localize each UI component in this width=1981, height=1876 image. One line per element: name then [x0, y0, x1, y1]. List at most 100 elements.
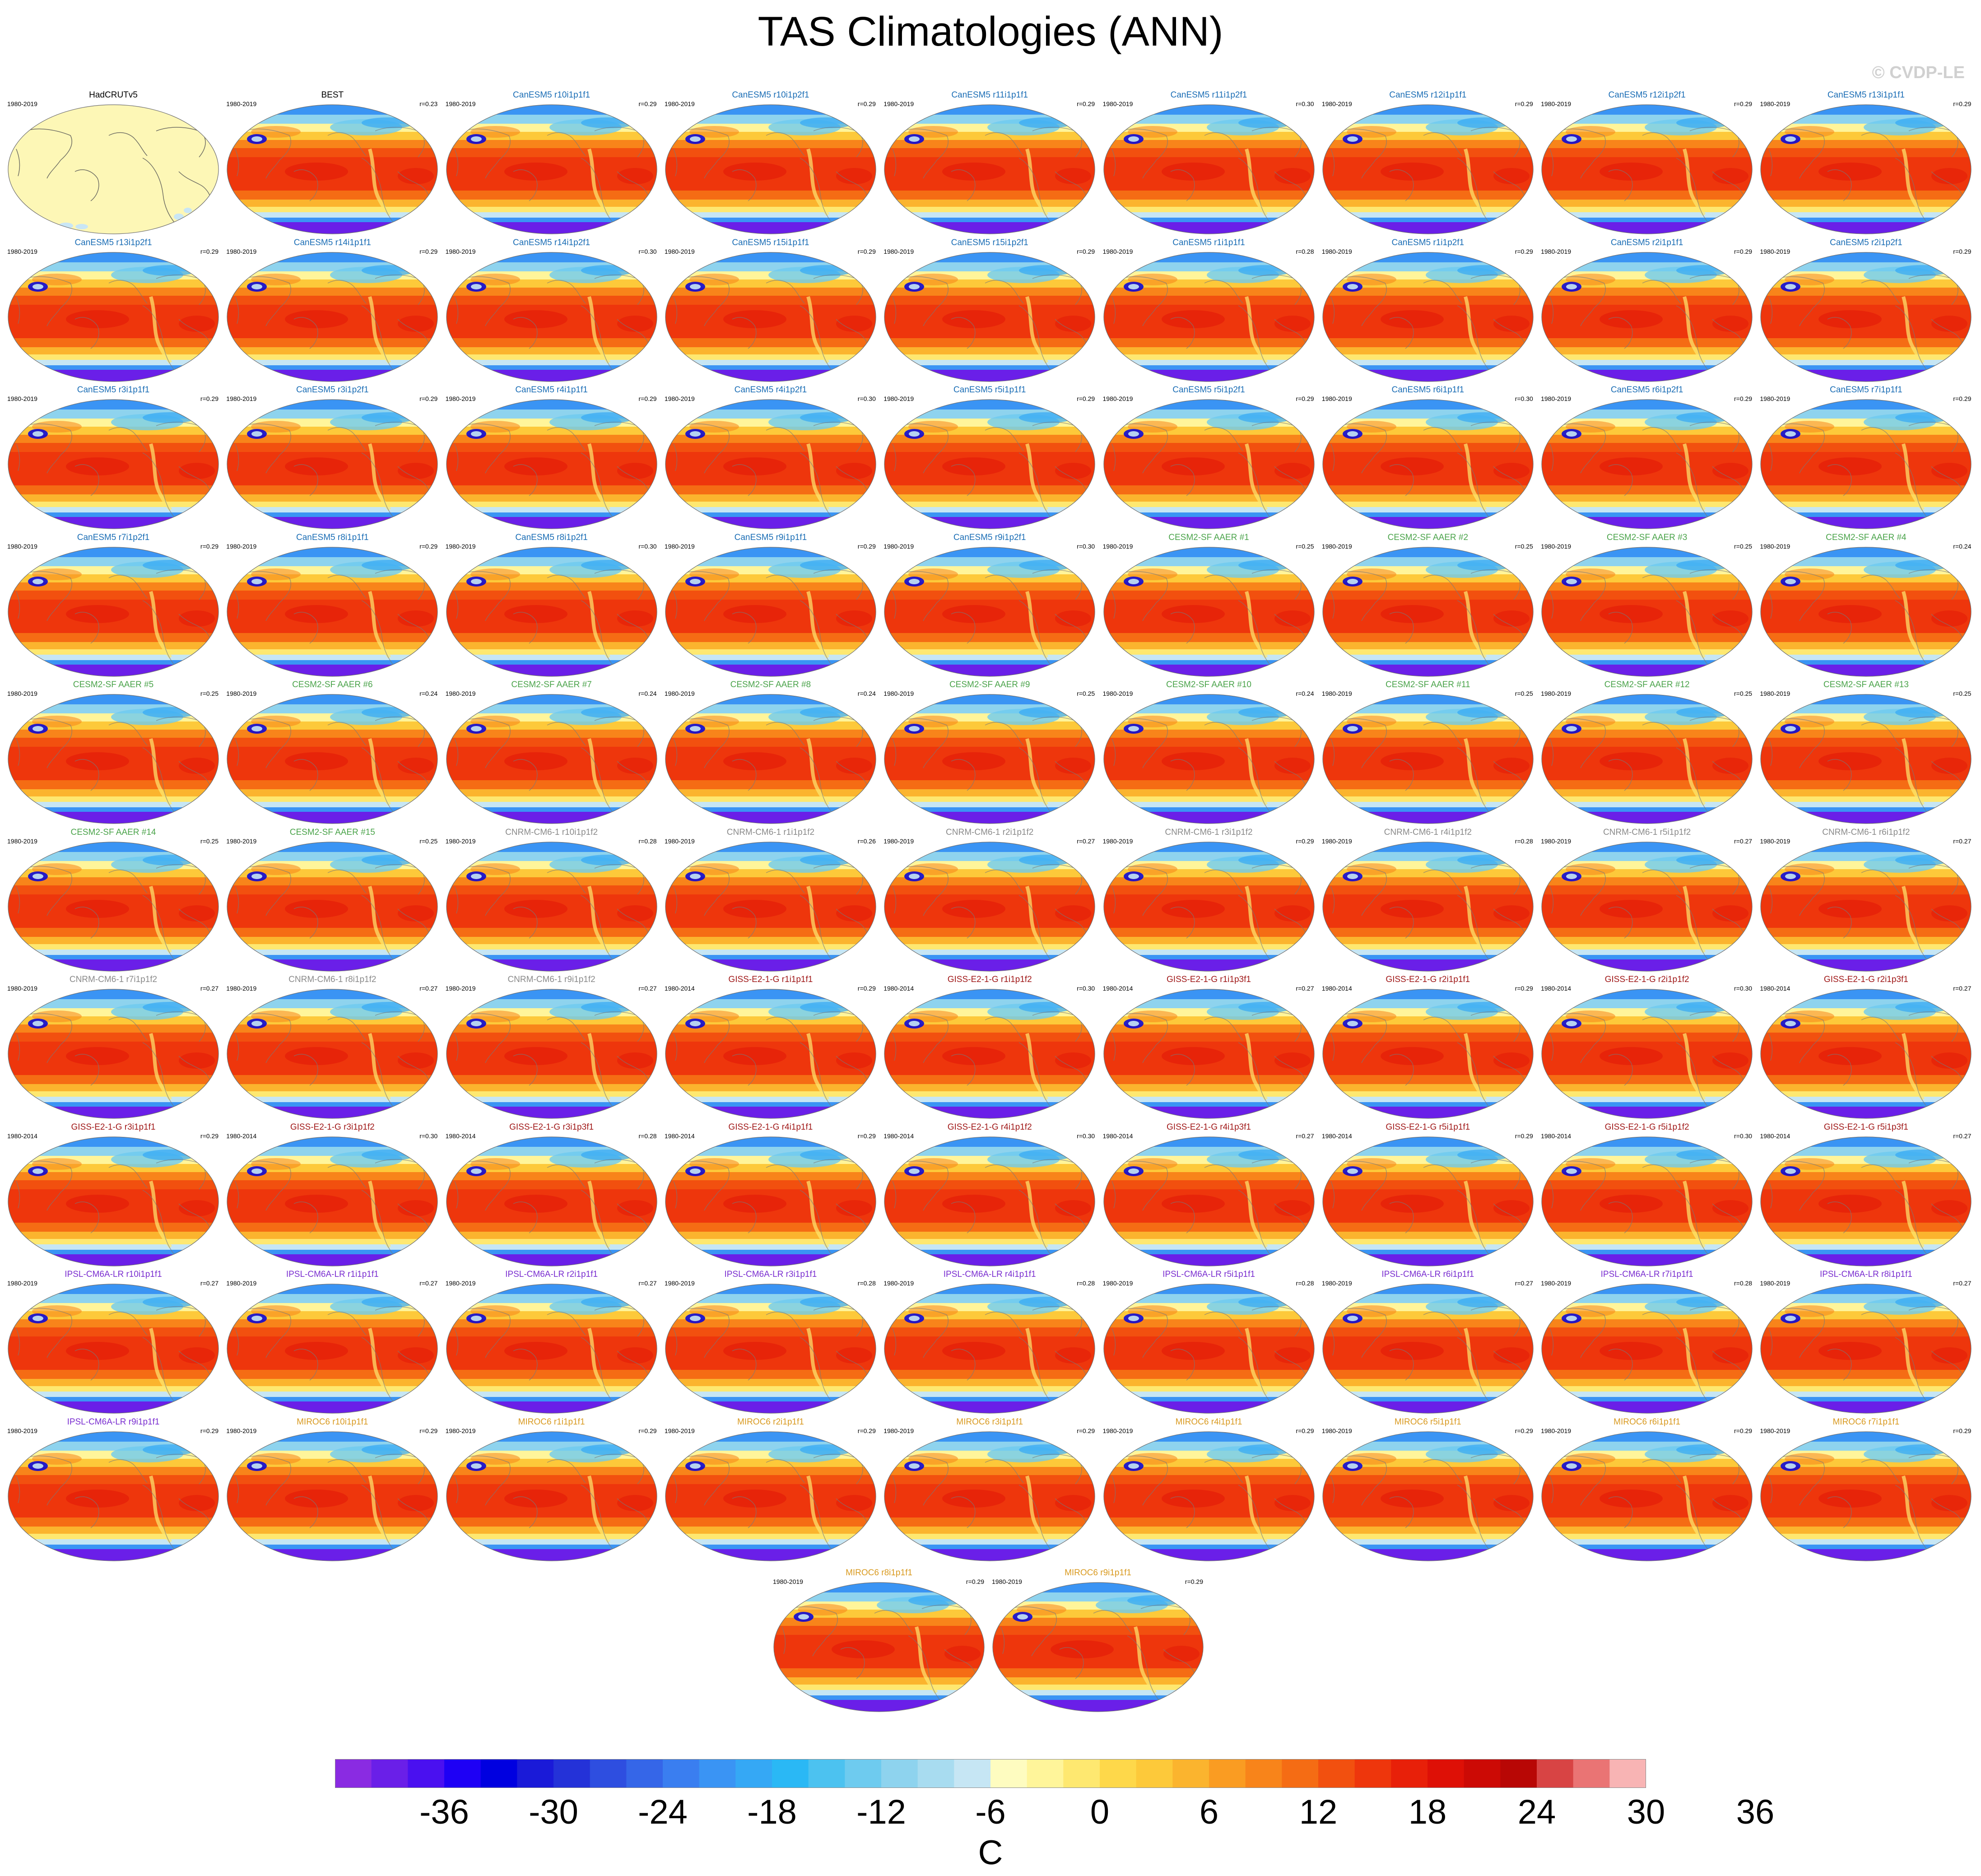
- panel-title: CanESM5 r5i1p1f1: [953, 385, 1026, 395]
- panel-title: CanESM5 r1i1p2f1: [1391, 237, 1465, 247]
- map-panel: CESM2-SF AAER #14 1980-2019 r=0.25: [7, 828, 219, 977]
- panel-correlation: r=0.29: [419, 247, 438, 255]
- panel-correlation: r=0.27: [1296, 1132, 1314, 1140]
- map-panel: CanESM5 r1i1p2f1 1980-2019 r=0.29: [1322, 238, 1534, 387]
- world-map: [227, 1431, 438, 1561]
- panel-correlation: r=0.27: [419, 1280, 438, 1287]
- figure-title: TAS Climatologies (ANN): [758, 9, 1223, 55]
- map-panel: CESM2-SF AAER #10 1980-2019 r=0.24: [1103, 680, 1315, 829]
- map-panel: CNRM-CM6-1 r8i1p1f2 1980-2019 r=0.27: [226, 975, 438, 1124]
- panel-title: CanESM5 r10i1p2f1: [732, 90, 809, 100]
- panel-correlation: r=0.27: [1734, 837, 1753, 845]
- panel-correlation: r=0.24: [857, 690, 876, 697]
- panel-title: CNRM-CM6-1 r1i1p1f2: [726, 827, 815, 837]
- colorbar-swatch: [1428, 1759, 1465, 1788]
- panel-period: 1980-2019: [226, 1427, 257, 1434]
- panel-correlation: r=0.29: [1077, 395, 1095, 402]
- map-panel: CESM2-SF AAER #13 1980-2019 r=0.25: [1760, 680, 1972, 829]
- colorbar-swatch: [1609, 1759, 1646, 1788]
- colorbar-tick-label: -36: [419, 1793, 469, 1831]
- panel-period: 1980-2014: [1321, 1132, 1352, 1140]
- world-map: [1760, 104, 1972, 234]
- map-panel: CNRM-CM6-1 r10i1p1f2 1980-2019 r=0.28: [446, 828, 658, 977]
- world-map: [665, 1284, 876, 1414]
- world-map: [1103, 989, 1315, 1119]
- panel-title: MIROC6 r8i1p1f1: [846, 1568, 912, 1578]
- panel-period: 1980-2014: [445, 1132, 476, 1140]
- world-map: [992, 1582, 1204, 1712]
- panel-period: 1980-2019: [7, 690, 37, 697]
- map-panel: MIROC6 r6i1p1f1 1980-2019 r=0.29: [1541, 1417, 1753, 1566]
- panel-title: CESM2-SF AAER #8: [730, 680, 811, 689]
- world-map: [1541, 989, 1753, 1119]
- map-panel: CESM2-SF AAER #7 1980-2019 r=0.24: [446, 680, 658, 829]
- world-map: [1322, 1136, 1534, 1266]
- panel-correlation: r=0.29: [200, 542, 219, 550]
- panel-period: 1980-2019: [1321, 100, 1352, 107]
- world-map: [884, 251, 1095, 382]
- world-map: [1103, 694, 1315, 824]
- panel-period: 1980-2019: [884, 690, 914, 697]
- panel-period: 1980-2019: [884, 837, 914, 845]
- panel-correlation: r=0.26: [857, 837, 876, 845]
- panel-period: 1980-2019: [445, 247, 476, 255]
- panel-correlation: r=0.27: [200, 1280, 219, 1287]
- world-map: [446, 1431, 657, 1561]
- panel-correlation: r=0.29: [419, 542, 438, 550]
- colorbar-tick-label: 6: [1199, 1793, 1219, 1831]
- map-panel: IPSL-CM6A-LR r2i1p1f1 1980-2019 r=0.27: [446, 1270, 658, 1419]
- panel-title: GISS-E2-1-G r2i1p1f2: [1604, 975, 1689, 984]
- panel-period: 1980-2019: [664, 1280, 695, 1287]
- panel-correlation: r=0.30: [857, 395, 876, 402]
- world-map: [884, 399, 1095, 529]
- world-map: [8, 1136, 219, 1266]
- world-map: [665, 1136, 876, 1266]
- colorbar-swatch: [1354, 1759, 1391, 1788]
- world-map: [8, 694, 219, 824]
- world-map: [1760, 989, 1972, 1119]
- panel-period: 1980-2019: [884, 395, 914, 402]
- map-panel: IPSL-CM6A-LR r4i1p1f1 1980-2019 r=0.28: [884, 1270, 1096, 1419]
- world-map: [227, 694, 438, 824]
- panel-title: IPSL-CM6A-LR r8i1p1f1: [1819, 1270, 1912, 1279]
- map-panel: CanESM5 r11i1p2f1 1980-2019 r=0.30: [1103, 90, 1315, 239]
- world-map: [1322, 1431, 1534, 1561]
- panel-title: CESM2-SF AAER #4: [1826, 532, 1907, 542]
- map-panel: CESM2-SF AAER #3 1980-2019 r=0.25: [1541, 533, 1753, 682]
- map-panel: GISS-E2-1-G r3i1p1f2 1980-2014 r=0.30: [226, 1122, 438, 1271]
- panel-correlation: r=0.28: [638, 1132, 657, 1140]
- world-map: [1103, 841, 1315, 972]
- panel-title: CanESM5 r6i1p1f1: [1391, 385, 1465, 395]
- world-map: [1322, 546, 1534, 677]
- map-panel: CanESM5 r9i1p2f1 1980-2019 r=0.30: [884, 533, 1096, 682]
- map-panel: CESM2-SF AAER #5 1980-2019 r=0.25: [7, 680, 219, 829]
- panel-title: BEST: [321, 90, 344, 100]
- panel-correlation: r=0.25: [200, 837, 219, 845]
- panel-title: CNRM-CM6-1 r8i1p1f2: [288, 975, 377, 984]
- panel-correlation: r=0.28: [857, 1280, 876, 1287]
- world-map: [446, 1136, 657, 1266]
- map-panel: CESM2-SF AAER #12 1980-2019 r=0.25: [1541, 680, 1753, 829]
- world-map: [1103, 546, 1315, 677]
- panel-period: 1980-2014: [1102, 985, 1133, 992]
- colorbar-swatch: [335, 1759, 372, 1788]
- panel-period: 1980-2019: [445, 395, 476, 402]
- panel-correlation: r=0.24: [638, 690, 657, 697]
- world-map: [1541, 399, 1753, 529]
- world-map: [1541, 546, 1753, 677]
- panel-correlation: r=0.29: [1296, 1427, 1314, 1434]
- panel-correlation: r=0.25: [200, 690, 219, 697]
- panel-period: 1980-2019: [1102, 837, 1133, 845]
- panel-period: 1980-2019: [1321, 690, 1352, 697]
- panel-period: 1980-2019: [1321, 837, 1352, 845]
- colorbar-swatch: [517, 1759, 554, 1788]
- world-map: [1103, 1284, 1315, 1414]
- colorbar-swatch: [1318, 1759, 1355, 1788]
- panel-correlation: r=0.25: [1515, 690, 1533, 697]
- panel-period: 1980-2019: [1541, 100, 1572, 107]
- map-panel: CNRM-CM6-1 r1i1p1f2 1980-2019 r=0.26: [665, 828, 877, 977]
- colorbar-swatch: [1282, 1759, 1319, 1788]
- map-panel: CanESM5 r15i1p2f1 1980-2019 r=0.29: [884, 238, 1096, 387]
- map-panel: CESM2-SF AAER #15 1980-2019 r=0.25: [226, 828, 438, 977]
